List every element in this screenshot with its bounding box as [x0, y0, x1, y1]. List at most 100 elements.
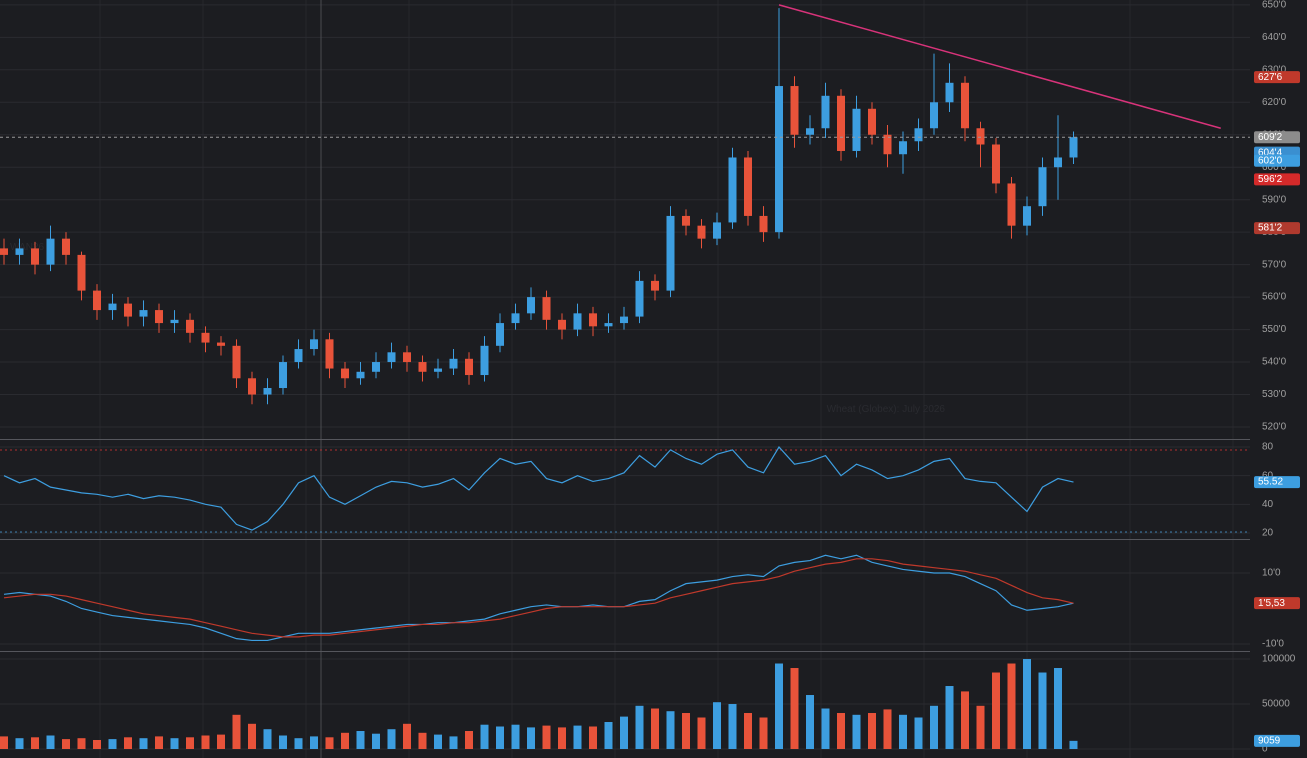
y-tick-label: 540'0 [1262, 357, 1287, 368]
volume-bar [806, 695, 814, 750]
volume-bar [542, 725, 551, 750]
price-tag [1254, 476, 1300, 489]
candle-body [542, 297, 551, 320]
candle-body [713, 222, 721, 239]
candle-body [310, 339, 318, 350]
candle-body [790, 86, 799, 135]
candle-body [945, 82, 954, 103]
candle-body [558, 319, 566, 330]
price-tag-label: 609'2 [1258, 132, 1283, 143]
y-tick-label: 600'0 [1262, 162, 1287, 173]
candle-body [263, 388, 272, 395]
y-tick-label: 620'0 [1262, 97, 1287, 108]
y-tick-label: 630'0 [1262, 64, 1287, 75]
volume-bar [403, 723, 411, 750]
volume-bar [573, 725, 582, 750]
trendline [778, 4, 1221, 129]
price-tag-label: 602'0 [1258, 155, 1283, 166]
marks [0, 4, 1250, 750]
volume-bar [914, 717, 923, 750]
candle-body [899, 141, 907, 155]
volume-bar [1038, 672, 1047, 750]
volume-bar [945, 686, 954, 750]
candle-body [744, 157, 752, 216]
candle-body [806, 128, 814, 135]
candle-body [759, 215, 768, 233]
y-tick-label: 20 [1262, 528, 1274, 539]
volume-bar [558, 727, 566, 750]
volume-bar [527, 727, 535, 750]
volume-bar [992, 672, 1000, 750]
candle-body [279, 362, 287, 389]
candle-body [930, 102, 938, 129]
volume-bar [697, 717, 706, 750]
volume-bar [465, 731, 473, 750]
candle-body [62, 238, 70, 255]
candle-body [728, 157, 737, 223]
volume-bar [883, 709, 892, 750]
candle-body [434, 368, 442, 372]
volume-bar [77, 738, 86, 750]
volume-bar [310, 736, 318, 750]
candle-body [961, 82, 969, 129]
candle-body [635, 280, 644, 317]
candle-body [31, 248, 39, 265]
y-tick-label: 0 [1262, 744, 1268, 755]
volume-bar [480, 724, 489, 750]
volume-bar [868, 713, 876, 750]
candle-body [15, 248, 24, 255]
volume-bar [31, 737, 39, 750]
volume-bar [46, 735, 55, 750]
candle-body [1069, 137, 1078, 158]
volume-bar [434, 734, 442, 750]
candle-body [620, 316, 628, 324]
price-tag [1254, 154, 1300, 167]
volume-bar [248, 723, 256, 750]
y-tick-label: 40 [1262, 499, 1274, 510]
price-tag-label: 604'4 [1258, 147, 1283, 158]
candle-body [403, 352, 411, 363]
candle-body [852, 108, 861, 151]
y-tick-label: 50000 [1262, 699, 1290, 710]
volume-bar [139, 738, 148, 750]
volume-bar [93, 740, 101, 750]
candle-body [666, 215, 675, 291]
candle-body [139, 310, 148, 317]
volume-bar [15, 738, 24, 750]
y-tick-label: 550'0 [1262, 324, 1287, 335]
y-tick-label: 100000 [1262, 654, 1296, 665]
y-tick-label: 530'0 [1262, 389, 1287, 400]
volume-bar [155, 736, 163, 750]
candle-body [682, 215, 690, 226]
candle-body [821, 95, 830, 129]
price-tag [1254, 173, 1300, 186]
candle-body [124, 303, 132, 317]
volume-bar [170, 738, 179, 750]
volume-bar [976, 705, 985, 750]
candle-body [1007, 183, 1016, 226]
volume-bar [449, 736, 458, 750]
candle-body [217, 342, 225, 346]
volume-bar [356, 731, 365, 750]
candle-body [108, 303, 117, 311]
candle-body [248, 378, 256, 395]
volume-bar [759, 717, 768, 750]
volume-bar [217, 734, 225, 750]
price-tag [1254, 71, 1300, 84]
price-tag-label: 55.52 [1258, 477, 1283, 488]
candle-body [232, 345, 241, 379]
candle-body [496, 323, 504, 346]
indicator-line [3, 446, 1074, 531]
volume-bar [713, 702, 721, 750]
volume-bar [930, 705, 938, 750]
price-tag [1254, 597, 1300, 610]
candle-body [480, 345, 489, 376]
price-tag-label: 581'2 [1258, 223, 1283, 234]
candle-body [449, 358, 458, 369]
candle-body [93, 290, 101, 311]
candle-body [418, 362, 427, 372]
watermark-symbol: WAN26 [10, 242, 45, 253]
y-tick-label: 570'0 [1262, 259, 1287, 270]
volume-bar [604, 722, 613, 750]
